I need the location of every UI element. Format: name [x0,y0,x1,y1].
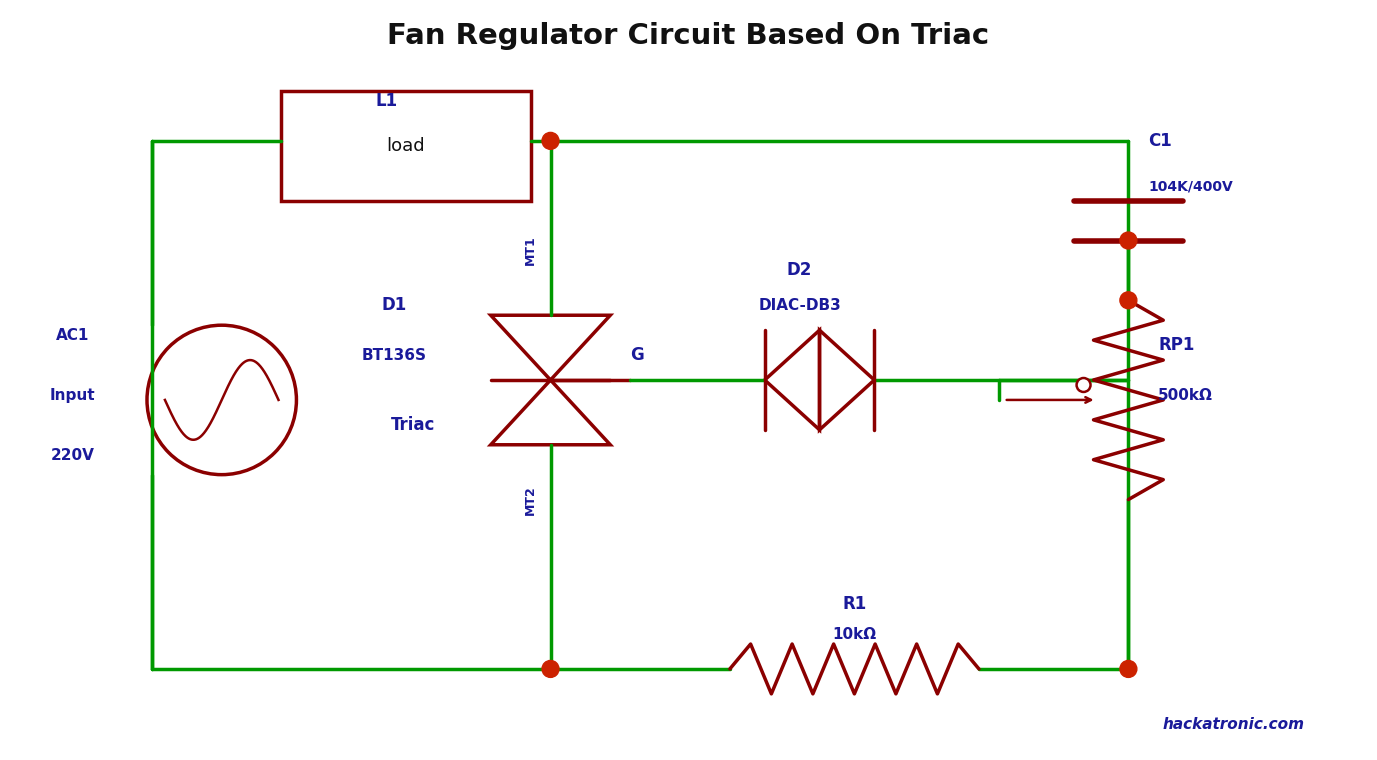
Text: Fan Regulator Circuit Based On Triac: Fan Regulator Circuit Based On Triac [387,22,990,50]
Circle shape [1120,660,1137,677]
Text: Input: Input [50,388,95,403]
FancyBboxPatch shape [281,91,530,201]
Text: L1: L1 [375,92,397,110]
Text: R1: R1 [843,595,866,613]
Circle shape [1077,378,1091,392]
Circle shape [543,660,559,677]
Text: DIAC-DB3: DIAC-DB3 [759,298,841,313]
Text: D2: D2 [786,261,812,280]
Circle shape [1120,232,1137,249]
Text: MT1: MT1 [525,236,537,265]
Text: 104K/400V: 104K/400V [1148,179,1232,194]
Circle shape [1120,292,1137,309]
Text: D1: D1 [381,296,406,314]
Text: 220V: 220V [51,448,94,463]
Text: 500kΩ: 500kΩ [1158,388,1213,403]
Text: load: load [387,137,425,155]
Text: C1: C1 [1148,131,1172,150]
Text: 10kΩ: 10kΩ [832,627,876,642]
Text: RP1: RP1 [1158,336,1195,354]
Circle shape [543,132,559,150]
Text: hackatronic.com: hackatronic.com [1162,717,1305,732]
Text: G: G [631,346,644,364]
Text: BT136S: BT136S [361,348,427,363]
Text: MT2: MT2 [525,485,537,515]
Text: AC1: AC1 [55,328,90,344]
Text: Triac: Triac [391,416,435,434]
